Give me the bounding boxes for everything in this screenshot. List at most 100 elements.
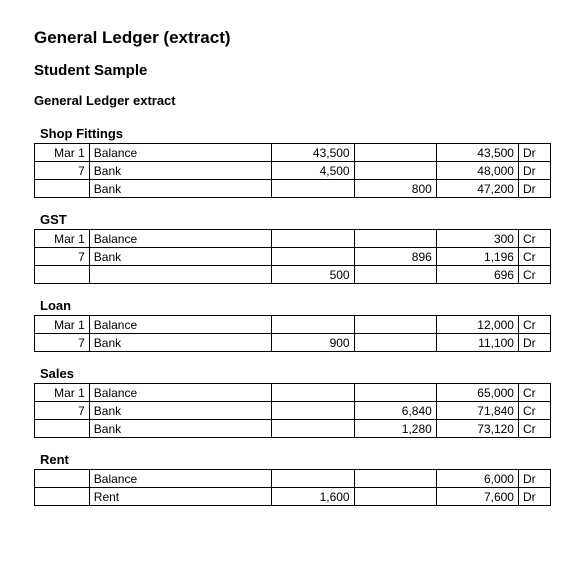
ledger-title: Sales — [40, 366, 551, 381]
cell-amount1 — [272, 248, 354, 266]
cell-amount2 — [354, 230, 436, 248]
cell-drcr: Cr — [518, 266, 550, 284]
cell-description: Bank — [89, 334, 272, 352]
cell-amount2 — [354, 144, 436, 162]
cell-balance: 6,000 — [436, 470, 518, 488]
cell-balance: 73,120 — [436, 420, 518, 438]
cell-date: Mar 1 — [35, 144, 90, 162]
cell-amount2 — [354, 384, 436, 402]
cell-drcr: Dr — [518, 334, 550, 352]
cell-drcr: Cr — [518, 402, 550, 420]
cell-drcr: Cr — [518, 420, 550, 438]
ledger-title: GST — [40, 212, 551, 227]
cell-amount2 — [354, 488, 436, 506]
cell-drcr: Dr — [518, 470, 550, 488]
cell-drcr: Cr — [518, 384, 550, 402]
cell-balance: 300 — [436, 230, 518, 248]
cell-balance: 71,840 — [436, 402, 518, 420]
page-subtitle: Student Sample — [34, 62, 551, 79]
cell-balance: 47,200 — [436, 180, 518, 198]
cell-date: 7 — [35, 162, 90, 180]
cell-amount2: 6,840 — [354, 402, 436, 420]
cell-balance: 11,100 — [436, 334, 518, 352]
cell-amount1: 4,500 — [272, 162, 354, 180]
ledger-block: GST Mar 1Balance 300Cr7Bank8961,196Cr500 69… — [34, 212, 551, 284]
cell-date: 7 — [35, 334, 90, 352]
cell-date — [35, 470, 90, 488]
cell-drcr: Dr — [518, 180, 550, 198]
table-row: 7Bank4,500 48,000Dr — [35, 162, 551, 180]
cell-drcr: Cr — [518, 248, 550, 266]
ledger-table: Mar 1Balance 300Cr7Bank8961,196Cr500 696Cr — [34, 229, 551, 284]
cell-amount2 — [354, 162, 436, 180]
table-row: 7Bank6,84071,840Cr — [35, 402, 551, 420]
table-row: Bank 1,28073,120Cr — [35, 420, 551, 438]
cell-amount2: 1,280 — [354, 420, 436, 438]
cell-amount1 — [272, 420, 354, 438]
cell-date: Mar 1 — [35, 316, 90, 334]
cell-drcr: Dr — [518, 144, 550, 162]
cell-amount1: 500 — [272, 266, 354, 284]
cell-amount1: 1,600 — [272, 488, 354, 506]
cell-amount1: 900 — [272, 334, 354, 352]
ledger-table: Balance 6,000Dr Rent1,600 7,600Dr — [34, 469, 551, 506]
ledger-title: Rent — [40, 452, 551, 467]
cell-amount1 — [272, 180, 354, 198]
cell-amount1: 43,500 — [272, 144, 354, 162]
table-row: Mar 1Balance43,50043,500Dr — [35, 144, 551, 162]
cell-balance: 43,500 — [436, 144, 518, 162]
cell-amount2: 800 — [354, 180, 436, 198]
cell-balance: 696 — [436, 266, 518, 284]
cell-amount1 — [272, 384, 354, 402]
table-row: Mar 1Balance 300Cr — [35, 230, 551, 248]
table-row: 500 696Cr — [35, 266, 551, 284]
cell-description: Balance — [89, 230, 272, 248]
cell-description: Balance — [89, 144, 272, 162]
cell-balance: 7,600 — [436, 488, 518, 506]
cell-amount1 — [272, 230, 354, 248]
cell-description: Balance — [89, 316, 272, 334]
cell-date: Mar 1 — [35, 230, 90, 248]
table-row: Bank 80047,200Dr — [35, 180, 551, 198]
cell-date — [35, 180, 90, 198]
ledger-block: SalesMar 1Balance65,000Cr7Bank6,84071,84… — [34, 366, 551, 438]
cell-description: Bank — [89, 162, 272, 180]
ledger-block: Loan Mar 1Balance 12,000Cr 7Bank900 11,100Dr — [34, 298, 551, 352]
cell-drcr: Dr — [518, 162, 550, 180]
cell-date: 7 — [35, 248, 90, 266]
ledgers-container: Shop FittingsMar 1Balance43,50043,500Dr7… — [34, 126, 551, 506]
cell-amount1 — [272, 316, 354, 334]
ledger-table: Mar 1Balance43,50043,500Dr7Bank4,50048,0… — [34, 143, 551, 198]
cell-drcr: Dr — [518, 488, 550, 506]
cell-description — [89, 266, 272, 284]
ledger-table: Mar 1Balance65,000Cr7Bank6,84071,840CrBa… — [34, 383, 551, 438]
table-row: Mar 1Balance65,000Cr — [35, 384, 551, 402]
cell-amount2 — [354, 334, 436, 352]
cell-description: Rent — [89, 488, 272, 506]
cell-balance: 1,196 — [436, 248, 518, 266]
cell-description: Bank — [89, 402, 272, 420]
table-row: 7Bank8961,196Cr — [35, 248, 551, 266]
cell-date — [35, 488, 90, 506]
cell-description: Balance — [89, 384, 272, 402]
cell-drcr: Cr — [518, 316, 550, 334]
ledger-title: Loan — [40, 298, 551, 313]
cell-amount2 — [354, 316, 436, 334]
ledger-block: RentBalance6,000DrRent1,6007,600Dr — [34, 452, 551, 506]
table-row: Mar 1Balance 12,000Cr — [35, 316, 551, 334]
cell-balance: 48,000 — [436, 162, 518, 180]
table-row: 7Bank900 11,100Dr — [35, 334, 551, 352]
cell-description: Bank — [89, 420, 272, 438]
page-title: General Ledger (extract) — [34, 28, 551, 48]
cell-date — [35, 420, 90, 438]
cell-amount1 — [272, 470, 354, 488]
ledger-title: Shop Fittings — [40, 126, 551, 141]
cell-amount1 — [272, 402, 354, 420]
cell-amount2 — [354, 470, 436, 488]
cell-balance: 12,000 — [436, 316, 518, 334]
table-row: Balance 6,000Dr — [35, 470, 551, 488]
cell-drcr: Cr — [518, 230, 550, 248]
table-row: Rent1,600 7,600Dr — [35, 488, 551, 506]
cell-description: Balance — [89, 470, 272, 488]
cell-description: Bank — [89, 180, 272, 198]
